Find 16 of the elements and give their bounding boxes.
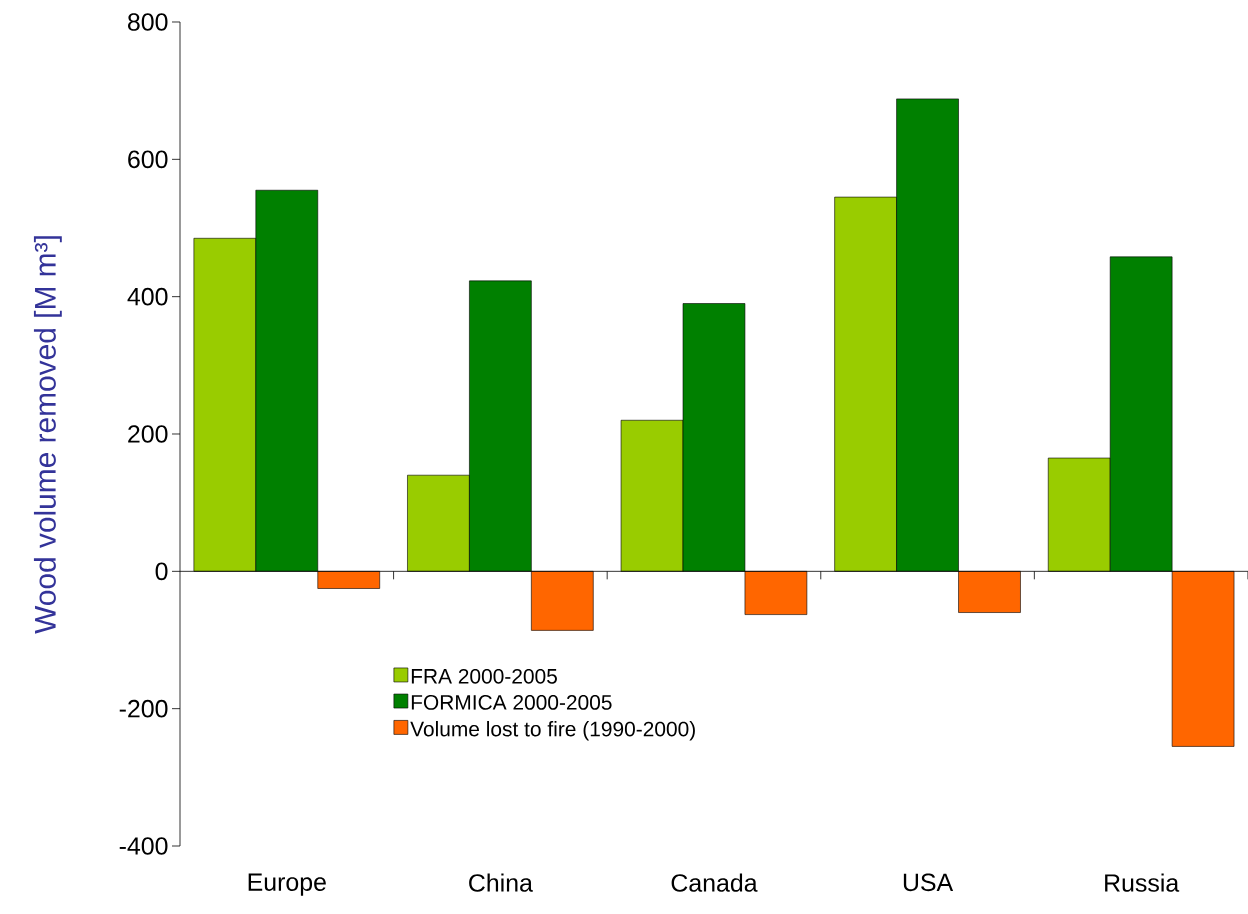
y-tick-label: 800 <box>128 13 168 31</box>
y-tick-label: 400 <box>127 287 168 306</box>
y-axis-title: Wood volume removed [M m³] <box>33 236 62 634</box>
y-tick-label: 200 <box>128 425 168 443</box>
x-tick-label: China <box>469 873 533 892</box>
legend-label: FORMICA 2000-2005 <box>411 694 612 710</box>
y-tick-label: -400 <box>119 837 168 855</box>
x-tick-label: Canada <box>671 873 758 892</box>
y-tick-label: -200 <box>119 699 168 718</box>
y-tick-label: 0 <box>155 562 168 581</box>
x-tick-label: Europe <box>248 873 326 896</box>
legend-label: Volume lost to fire (1990-2000) <box>410 721 695 741</box>
legend-label: FRA 2000-2005 <box>411 668 557 684</box>
x-tick-label: USA <box>903 873 954 892</box>
y-tick-label: 600 <box>128 150 168 169</box>
x-tick-label: Russia <box>1105 873 1180 892</box>
